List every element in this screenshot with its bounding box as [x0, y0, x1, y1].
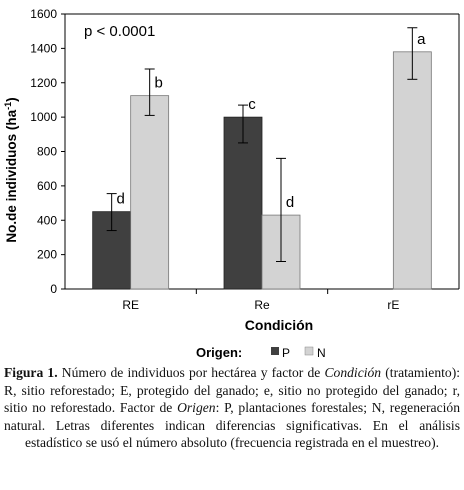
x-tick-label: Re	[254, 298, 270, 312]
legend-swatch-p	[271, 347, 279, 355]
y-tick-label: 0	[50, 282, 57, 296]
legend-label-n: N	[317, 346, 326, 360]
y-tick-label: 1600	[30, 7, 57, 21]
legend: Origen: P N	[196, 345, 326, 360]
y-tick-label: 200	[37, 248, 57, 262]
caption-text-3: : P, plantaciones forestales; N, regener…	[4, 400, 460, 451]
p-value-annotation: p < 0.0001	[84, 23, 155, 40]
error-bars-group	[106, 27, 418, 262]
y-tick-label: 400	[37, 213, 57, 227]
legend-swatch-n	[304, 346, 314, 356]
x-axis-label: Condición	[245, 317, 313, 333]
y-tick-label: 1200	[30, 76, 57, 90]
y-tick-label: 800	[37, 145, 57, 159]
significance-letter: d	[116, 191, 124, 208]
legend-title: Origen:	[196, 345, 242, 360]
caption-factor-1: Condición	[324, 365, 382, 380]
figure-caption: Figura 1. Número de individuos por hectá…	[4, 364, 460, 452]
y-tick-label: 600	[37, 179, 57, 193]
legend-label-p: P	[282, 346, 290, 360]
bar-n-re	[130, 95, 170, 290]
y-axis-label-close: )	[4, 97, 19, 102]
x-tick-label: rE	[387, 298, 399, 312]
significance-letter: c	[248, 96, 256, 113]
y-axis-label-exponent: -1	[3, 102, 13, 110]
bars-group	[92, 51, 432, 290]
y-axis-label: No.de individuos (ha-1)	[3, 97, 19, 242]
caption-figure-label: Figura 1.	[4, 365, 58, 380]
bar-p-re	[223, 116, 263, 290]
significance-letter: b	[154, 75, 162, 92]
significance-letter: d	[286, 194, 294, 211]
bar-n-re	[392, 51, 432, 290]
caption-factor-2: Origen	[177, 400, 216, 416]
caption-text-2: (tratamiento): R, sitio reforestado; E, …	[4, 365, 460, 416]
plot-axes: 0 200 400 600 800 1000 1200 1400 1600 RE Re rE	[30, 7, 460, 312]
y-tick-label: 1400	[30, 41, 57, 55]
caption-text-1: Número de individuos por hectárea y fact…	[57, 365, 325, 380]
x-tick-label: RE	[122, 298, 139, 312]
significance-letter: a	[417, 31, 426, 48]
y-tick-label: 1000	[30, 110, 57, 124]
y-axis-label-main: No.de individuos (ha	[4, 109, 19, 242]
labels-group: d c b d a	[116, 31, 426, 211]
